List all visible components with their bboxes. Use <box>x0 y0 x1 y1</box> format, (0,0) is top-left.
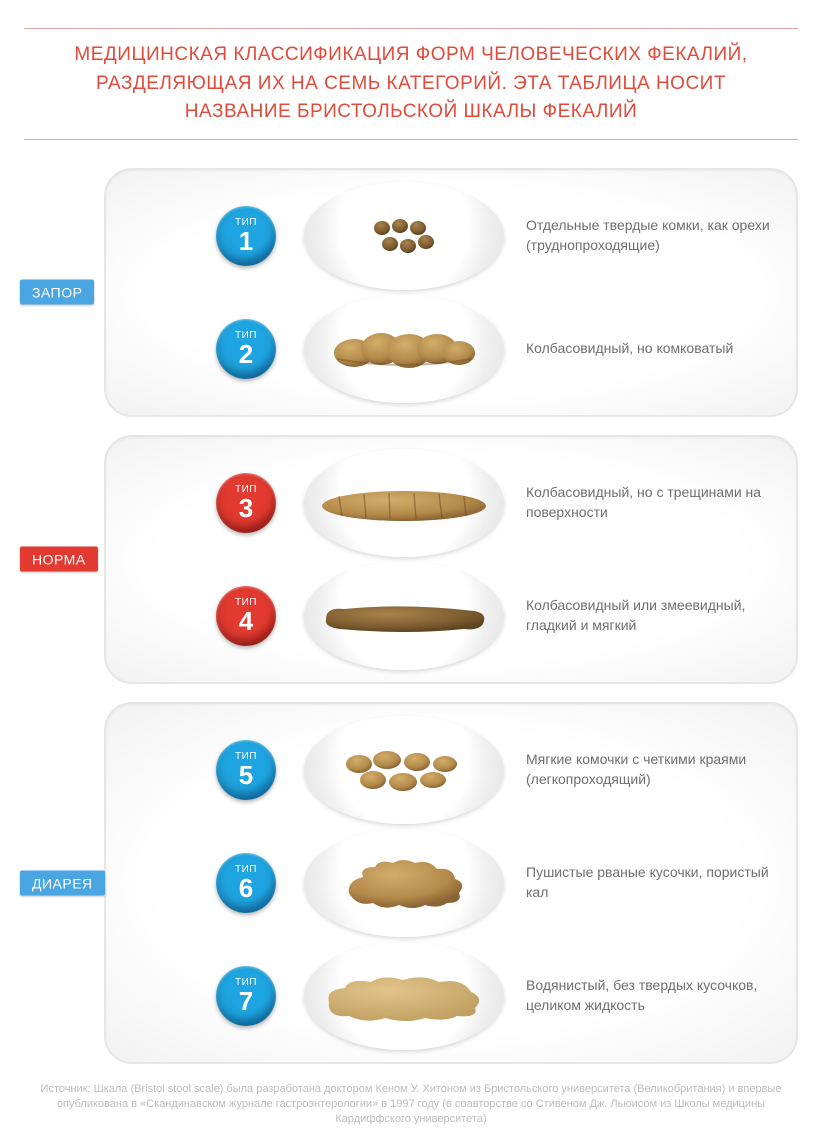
type-row: ТИП6 Пушистые рваные кусочки, пористый к… <box>216 826 780 939</box>
page-title: МЕДИЦИНСКАЯ КЛАССИФИКАЦИЯ ФОРМ ЧЕЛОВЕЧЕС… <box>24 37 798 131</box>
group-diarrhea: ДИАРЕЯТИП5 Мягкие комочки с четкими края… <box>104 702 798 1064</box>
type-row: ТИП7 Водянистый, без твердых кусочков, ц… <box>216 939 780 1052</box>
source-note: Источник: Шкала (Bristol stool scale) бы… <box>24 1082 798 1128</box>
badge-number: 2 <box>239 341 253 367</box>
badge-number: 6 <box>239 875 253 901</box>
group-constipation: ЗАПОРТИП1 Отдельные твердые комки, как о… <box>104 168 798 417</box>
type-description: Пушистые рваные кусочки, пористый кал <box>526 863 780 902</box>
badge-number: 3 <box>239 495 253 521</box>
category-label-normal: НОРМА <box>20 547 98 572</box>
badge-number: 4 <box>239 608 253 634</box>
type-row: ТИП3 Колбасовидный, но с трещинами на по… <box>216 447 780 559</box>
type-row: ТИП2 Колбасовидный, но комковатый <box>216 292 780 405</box>
type-badge: ТИП4 <box>216 586 276 646</box>
sample-plate <box>304 942 504 1050</box>
type-badge: ТИП5 <box>216 740 276 800</box>
type-badge: ТИП7 <box>216 966 276 1026</box>
divider-bottom <box>24 139 798 140</box>
group-normal: НОРМАТИП3 Колбасовидный, но с трещинами … <box>104 435 798 684</box>
type-badge: ТИП1 <box>216 206 276 266</box>
type-row: ТИП1 Отдельные твердые комки, как орехи … <box>216 180 780 292</box>
type-row: ТИП4 Колбасовидный или змеевидный, гладк… <box>216 559 780 672</box>
type-description: Колбасовидный, но с трещинами на поверхн… <box>526 483 780 522</box>
type-description: Отдельные твердые комки, как орехи (труд… <box>526 216 780 255</box>
page: МЕДИЦИНСКАЯ КЛАССИФИКАЦИЯ ФОРМ ЧЕЛОВЕЧЕС… <box>0 0 822 1144</box>
type-badge: ТИП2 <box>216 319 276 379</box>
sample-plate <box>304 449 504 557</box>
badge-number: 5 <box>239 762 253 788</box>
type-description: Колбасовидный или змеевидный, гладкий и … <box>526 596 780 635</box>
badge-number: 7 <box>239 988 253 1014</box>
type-badge: ТИП6 <box>216 853 276 913</box>
sample-plate <box>304 829 504 937</box>
type-description: Водянистый, без твердых кусочков, целико… <box>526 976 780 1015</box>
type-description: Мягкие комочки с четкими краями (легкопр… <box>526 750 780 789</box>
badge-number: 1 <box>239 228 253 254</box>
sample-plate <box>304 295 504 403</box>
sample-plate <box>304 716 504 824</box>
type-row: ТИП5 Мягкие комочки с четкими краями (ле… <box>216 714 780 826</box>
sample-plate <box>304 562 504 670</box>
sample-plate <box>304 182 504 290</box>
category-label-diarrhea: ДИАРЕЯ <box>20 870 105 895</box>
type-description: Колбасовидный, но комковатый <box>526 339 780 359</box>
groups-container: ЗАПОРТИП1 Отдельные твердые комки, как о… <box>24 168 798 1064</box>
type-badge: ТИП3 <box>216 473 276 533</box>
category-label-constipation: ЗАПОР <box>20 280 94 305</box>
divider-top <box>24 28 798 29</box>
